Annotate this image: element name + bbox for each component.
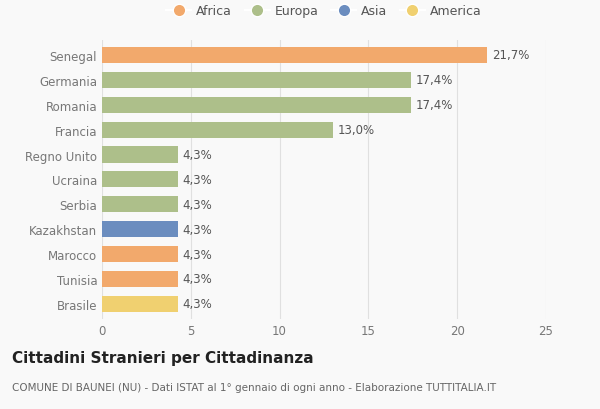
Bar bbox=[102, 48, 487, 64]
Text: 17,4%: 17,4% bbox=[415, 74, 453, 87]
Text: Cittadini Stranieri per Cittadinanza: Cittadini Stranieri per Cittadinanza bbox=[12, 350, 314, 365]
Text: 4,3%: 4,3% bbox=[183, 248, 212, 261]
Text: 13,0%: 13,0% bbox=[337, 124, 374, 137]
Bar bbox=[102, 197, 178, 213]
Bar bbox=[102, 147, 178, 163]
Bar bbox=[102, 296, 178, 312]
Text: COMUNE DI BAUNEI (NU) - Dati ISTAT al 1° gennaio di ogni anno - Elaborazione TUT: COMUNE DI BAUNEI (NU) - Dati ISTAT al 1°… bbox=[12, 382, 496, 392]
Bar bbox=[102, 72, 411, 89]
Bar bbox=[102, 246, 178, 263]
Text: 4,3%: 4,3% bbox=[183, 273, 212, 286]
Bar bbox=[102, 122, 333, 138]
Text: 4,3%: 4,3% bbox=[183, 173, 212, 187]
Bar bbox=[102, 172, 178, 188]
Text: 4,3%: 4,3% bbox=[183, 298, 212, 310]
Legend: Africa, Europa, Asia, America: Africa, Europa, Asia, America bbox=[166, 5, 482, 18]
Text: 4,3%: 4,3% bbox=[183, 148, 212, 162]
Text: 4,3%: 4,3% bbox=[183, 198, 212, 211]
Bar bbox=[102, 97, 411, 114]
Bar bbox=[102, 271, 178, 288]
Text: 21,7%: 21,7% bbox=[492, 49, 529, 62]
Text: 4,3%: 4,3% bbox=[183, 223, 212, 236]
Bar bbox=[102, 222, 178, 238]
Text: 17,4%: 17,4% bbox=[415, 99, 453, 112]
